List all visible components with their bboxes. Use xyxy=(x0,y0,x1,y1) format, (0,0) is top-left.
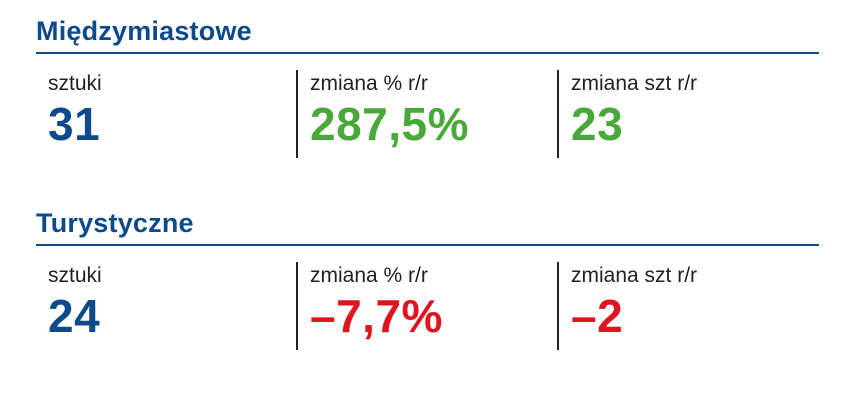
column-divider xyxy=(296,70,298,158)
stat-label: zmiana % r/r xyxy=(310,264,428,287)
section-divider-line xyxy=(36,244,819,246)
stat-value: –7,7% xyxy=(310,290,443,342)
stat-value: 23 xyxy=(571,98,624,150)
stat-label: zmiana szt r/r xyxy=(571,72,698,95)
stat-unit-change: zmiana szt r/r 23 xyxy=(571,72,697,150)
stat-percent-change: zmiana % r/r 287,5% xyxy=(310,72,469,150)
section-turystyczne: Turystyczne sztuki 24 zmiana % r/r –7,7%… xyxy=(36,206,819,350)
stats-row: sztuki 24 zmiana % r/r –7,7% zmiana szt … xyxy=(36,246,819,350)
stat-value: –2 xyxy=(571,290,624,342)
stat-count: sztuki 31 xyxy=(48,72,102,150)
stat-percent-change: zmiana % r/r –7,7% xyxy=(310,264,443,342)
stat-label: zmiana szt r/r xyxy=(571,264,698,287)
column-divider xyxy=(557,70,559,158)
section-title: Turystyczne xyxy=(36,208,194,238)
column-divider xyxy=(557,262,559,350)
stats-row: sztuki 31 zmiana % r/r 287,5% zmiana szt… xyxy=(36,54,819,158)
stat-value: 287,5% xyxy=(310,98,470,150)
stat-label: sztuki xyxy=(48,72,102,95)
stat-value: 31 xyxy=(48,98,101,150)
stat-label: sztuki xyxy=(48,264,102,287)
stat-count: sztuki 24 xyxy=(48,264,102,342)
stat-unit-change: zmiana szt r/r –2 xyxy=(571,264,697,342)
stat-value: 24 xyxy=(48,290,101,342)
section-miedzymiastowe: Międzymiastowe sztuki 31 zmiana % r/r 28… xyxy=(36,14,819,158)
section-title: Międzymiastowe xyxy=(36,16,252,46)
section-divider-line xyxy=(36,52,819,54)
stat-label: zmiana % r/r xyxy=(310,72,428,95)
column-divider xyxy=(296,262,298,350)
